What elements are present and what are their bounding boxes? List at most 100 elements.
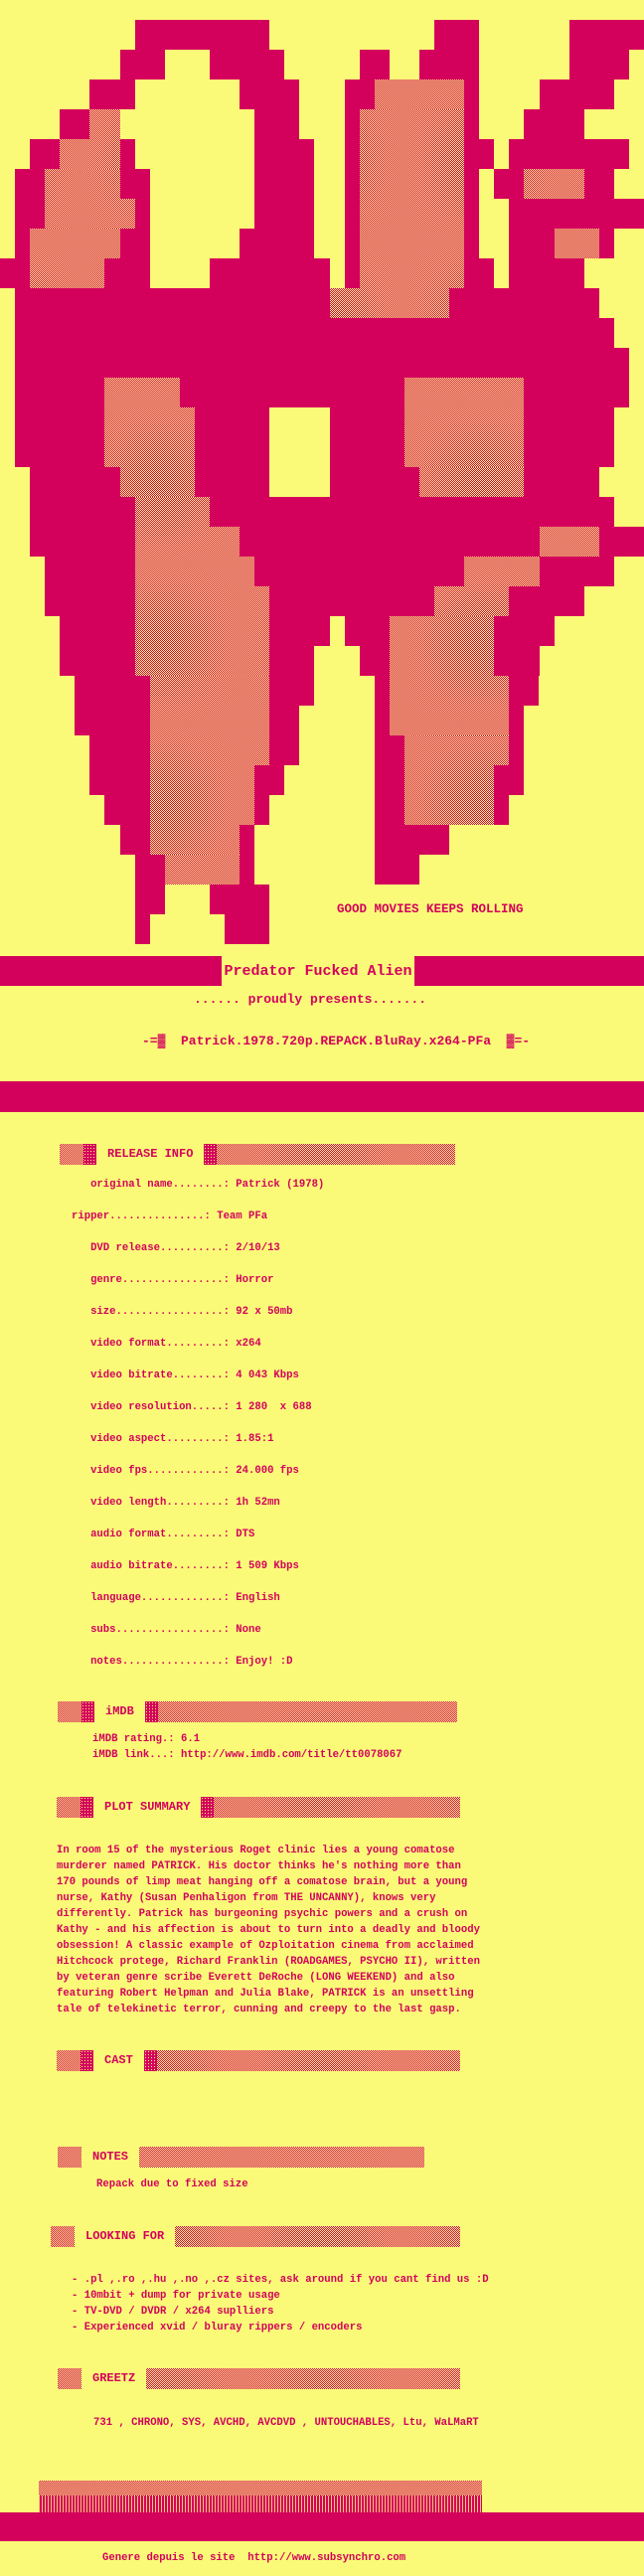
art-solid-region — [374, 706, 390, 735]
art-solid-region — [464, 139, 495, 169]
art-dither-region — [389, 676, 510, 706]
notes-text: Repack due to fixed size — [96, 2178, 248, 2190]
art-solid-region — [225, 914, 270, 944]
art-solid-region — [524, 109, 584, 139]
art-solid-region — [30, 467, 120, 497]
art-solid-region — [464, 229, 480, 258]
art-solid-region — [75, 676, 150, 706]
art-solid-region — [509, 139, 629, 169]
dither-block-icon — [58, 2368, 81, 2389]
section-title: iMDB — [105, 1704, 134, 1718]
art-solid-region — [134, 20, 270, 50]
art-solid-region — [15, 318, 614, 348]
art-solid-region — [209, 258, 330, 288]
art-solid-region — [60, 616, 135, 646]
looking-for-lines: - .pl ,.ro ,.hu ,.no ,.cz sites, ask aro… — [72, 2272, 489, 2335]
art-solid-region — [464, 80, 480, 109]
art-solid-region — [134, 199, 150, 229]
art-solid-region — [344, 616, 390, 646]
art-solid-region — [119, 229, 150, 258]
art-dither-region — [403, 407, 525, 437]
art-solid-region — [240, 80, 300, 109]
art-dither-region — [30, 258, 105, 288]
art-solid-region — [524, 407, 614, 437]
section-header-cast: CAST — [57, 2050, 460, 2071]
art-dither-region — [89, 109, 120, 139]
section-header-greetz: GREETZ — [58, 2368, 460, 2389]
art-dither-region — [119, 467, 195, 497]
art-dither-region — [104, 378, 180, 407]
art-solid-region — [509, 735, 525, 765]
art-solid-region — [15, 288, 330, 318]
dither-block-icon — [51, 2226, 75, 2247]
art-solid-region — [134, 914, 150, 944]
art-tagline: GOOD MOVIES KEEPS ROLLING — [337, 902, 524, 916]
art-solid-region — [60, 646, 135, 676]
text-line: - TV-DVD / DVDR / x264 suplliers — [72, 2306, 274, 2318]
art-solid-region — [329, 467, 419, 497]
art-dither-region — [134, 586, 270, 616]
section-header-release-info: RELEASE INFO — [60, 1144, 455, 1165]
art-solid-region — [119, 139, 135, 169]
art-dither-region — [389, 706, 510, 735]
art-solid-region — [240, 825, 255, 855]
art-dither-region — [374, 80, 465, 109]
dither-block-icon — [58, 1701, 81, 1722]
art-solid-region — [134, 855, 165, 885]
art-solid-region — [104, 795, 150, 825]
dark-block-icon — [81, 1701, 94, 1722]
art-solid-region — [509, 706, 525, 735]
art-dither-region — [359, 199, 465, 229]
art-dither-region — [149, 825, 241, 855]
dark-block-icon — [83, 1144, 96, 1165]
art-solid-region — [539, 557, 614, 586]
art-solid-region — [15, 348, 629, 378]
art-dither-region — [359, 229, 465, 258]
art-solid-region — [374, 676, 390, 706]
text-line: ripper...............: Team PFa — [72, 1210, 268, 1222]
text-line: size.................: 92 x 50mb — [72, 1306, 293, 1318]
art-solid-region — [344, 109, 360, 139]
art-solid-region — [509, 258, 584, 288]
release-info-lines: original name........: Patrick (1978) rip… — [72, 1169, 324, 1678]
art-solid-region — [194, 467, 270, 497]
section-header-plot-summary: PLOT SUMMARY — [57, 1797, 460, 1818]
art-solid-region — [374, 795, 404, 825]
text-line: video bitrate........: 4 043 Kbps — [72, 1369, 299, 1381]
art-solid-region — [509, 676, 540, 706]
art-solid-region — [104, 258, 150, 288]
header-bar — [156, 2050, 460, 2071]
art-solid-region — [254, 139, 315, 169]
art-solid-region — [209, 497, 614, 527]
text-line: original name........: Patrick (1978) — [72, 1179, 325, 1191]
art-dither-region — [149, 676, 270, 706]
art-solid-region — [344, 139, 360, 169]
text-line: video aspect.........: 1.85:1 — [72, 1433, 274, 1445]
art-solid-region — [524, 467, 599, 497]
art-solid-region — [254, 199, 315, 229]
art-solid-region — [464, 199, 480, 229]
art-solid-region — [269, 586, 435, 616]
text-line: iMDB rating.: 6.1 — [92, 1733, 201, 1745]
art-solid-region — [134, 885, 165, 914]
art-solid-region — [344, 169, 360, 199]
art-dither-region — [403, 765, 495, 795]
art-solid-region — [15, 229, 31, 258]
art-solid-region — [60, 109, 90, 139]
art-solid-region — [449, 288, 599, 318]
art-solid-region — [254, 765, 285, 795]
footer-gradient-light — [39, 2481, 482, 2496]
text-line: language.............: English — [72, 1592, 280, 1604]
art-solid-region — [0, 258, 31, 288]
art-solid-region — [509, 586, 584, 616]
art-dither-region — [45, 199, 135, 229]
section-title: LOOKING FOR — [85, 2229, 165, 2243]
art-solid-region — [89, 80, 135, 109]
dark-block-icon — [201, 1797, 215, 1818]
text-line: genre................: Horror — [72, 1274, 274, 1286]
art-dither-region — [149, 735, 270, 765]
dither-block-icon — [60, 1144, 83, 1165]
section-title: RELEASE INFO — [107, 1147, 194, 1161]
art-dither-region — [403, 437, 525, 467]
